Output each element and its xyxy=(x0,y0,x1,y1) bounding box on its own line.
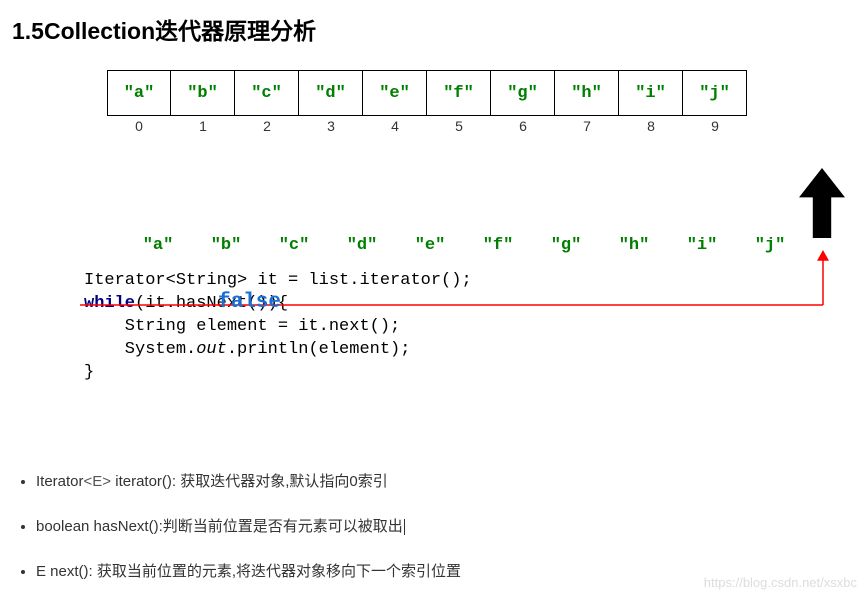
floating-element: "h" xyxy=(600,236,668,255)
floating-element: "j" xyxy=(736,236,804,255)
array-index: 7 xyxy=(555,118,619,134)
floating-element: "a" xyxy=(124,236,192,255)
array-cell: "a" xyxy=(107,70,171,116)
array-cell: "d" xyxy=(299,70,363,116)
array-index: 0 xyxy=(107,118,171,134)
code-out-field: out xyxy=(196,340,227,359)
array-cell: "i" xyxy=(619,70,683,116)
array-cell: "e" xyxy=(363,70,427,116)
floating-element: "c" xyxy=(260,236,328,255)
method-list: Iterator<E> iterator(): 获取迭代器对象,默认指向0索引 b… xyxy=(32,470,461,605)
bullet-text: boolean hasNext():判断当前位置是否有元素可以被取出 xyxy=(36,518,403,535)
array-index: 5 xyxy=(427,118,491,134)
floating-element: "e" xyxy=(396,236,464,255)
array-cell: "g" xyxy=(491,70,555,116)
array-index: 6 xyxy=(491,118,555,134)
diagram-area: "a""b""c""d""e""f""g""h""i""j" 012345678… xyxy=(0,70,867,450)
array-index: 2 xyxy=(235,118,299,134)
array-index: 8 xyxy=(619,118,683,134)
method-bullet: boolean hasNext():判断当前位置是否有元素可以被取出 xyxy=(36,515,461,536)
watermark: https://blog.csdn.net/xsxbc xyxy=(704,575,857,590)
array-cell: "b" xyxy=(171,70,235,116)
floating-element: "b" xyxy=(192,236,260,255)
array-indices: 0123456789 xyxy=(107,118,747,134)
code-line-4-post: .println(element); xyxy=(227,340,411,359)
method-bullet: Iterator<E> iterator(): 获取迭代器对象,默认指向0索引 xyxy=(36,470,461,491)
method-bullet: E next(): 获取当前位置的元素,将迭代器对象移向下一个索引位置 xyxy=(36,560,461,581)
hasnext-result-label: false xyxy=(218,291,281,314)
array-index: 3 xyxy=(299,118,363,134)
section-title: 1.5Collection迭代器原理分析 xyxy=(0,0,867,46)
generic-type: <E> xyxy=(84,473,112,490)
bullet-text: Iterator xyxy=(36,473,84,490)
code-line-1: Iterator<String> it = list.iterator(); xyxy=(84,271,472,290)
array-cell: "h" xyxy=(555,70,619,116)
code-line-5: } xyxy=(84,363,94,382)
bullet-text: E next(): 获取当前位置的元素,将迭代器对象移向下一个索引位置 xyxy=(36,563,461,580)
text-cursor xyxy=(404,519,405,535)
floating-element: "g" xyxy=(532,236,600,255)
array-index: 9 xyxy=(683,118,747,134)
floating-element: "i" xyxy=(668,236,736,255)
array-cell: "f" xyxy=(427,70,491,116)
array-cell: "c" xyxy=(235,70,299,116)
array-index: 1 xyxy=(171,118,235,134)
cursor-arrow-icon xyxy=(799,168,845,238)
array-table: "a""b""c""d""e""f""g""h""i""j" xyxy=(107,70,747,116)
floating-element: "d" xyxy=(328,236,396,255)
bullet-text: iterator(): 获取迭代器对象,默认指向0索引 xyxy=(111,473,388,490)
floating-element: "f" xyxy=(464,236,532,255)
code-sample: Iterator<String> it = list.iterator(); w… xyxy=(84,270,472,385)
floating-elements-row: "a""b""c""d""e""f""g""h""i""j" xyxy=(124,236,804,255)
array-index: 4 xyxy=(363,118,427,134)
array-cell: "j" xyxy=(683,70,747,116)
code-line-4-pre: System. xyxy=(84,340,196,359)
code-line-3: String element = it.next(); xyxy=(84,317,400,336)
keyword-while: while xyxy=(84,294,135,313)
